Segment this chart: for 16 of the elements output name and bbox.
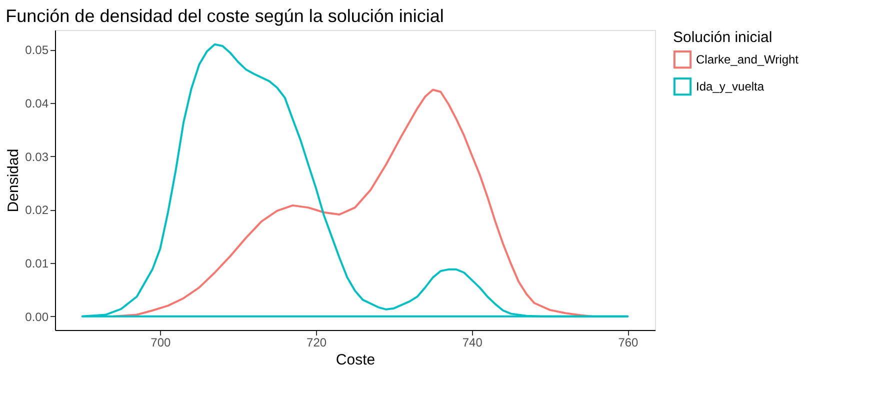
y-axis-title: Densidad bbox=[5, 148, 22, 212]
x-tick-label: 720 bbox=[306, 336, 327, 350]
y-tick-label: 0.02 bbox=[25, 203, 49, 218]
legend-label: Ida_y_vuelta bbox=[696, 80, 764, 94]
legend-label: Clarke_and_Wright bbox=[696, 52, 800, 66]
y-tick-label: 0.00 bbox=[25, 310, 49, 324]
x-axis-title: Coste bbox=[336, 352, 376, 368]
y-tick-label: 0.05 bbox=[25, 43, 49, 58]
x-tick-label: 700 bbox=[150, 336, 172, 350]
x-tick-label: 760 bbox=[618, 336, 639, 350]
chart-title: Función de densidad del coste según la solución inicial bbox=[6, 6, 444, 26]
legend-title: Solución inicial bbox=[673, 29, 772, 46]
x-tick-label: 740 bbox=[462, 336, 483, 350]
y-tick-label: 0.01 bbox=[25, 256, 49, 271]
y-tick-label: 0.03 bbox=[25, 150, 49, 164]
y-tick-label: 0.04 bbox=[25, 96, 49, 111]
